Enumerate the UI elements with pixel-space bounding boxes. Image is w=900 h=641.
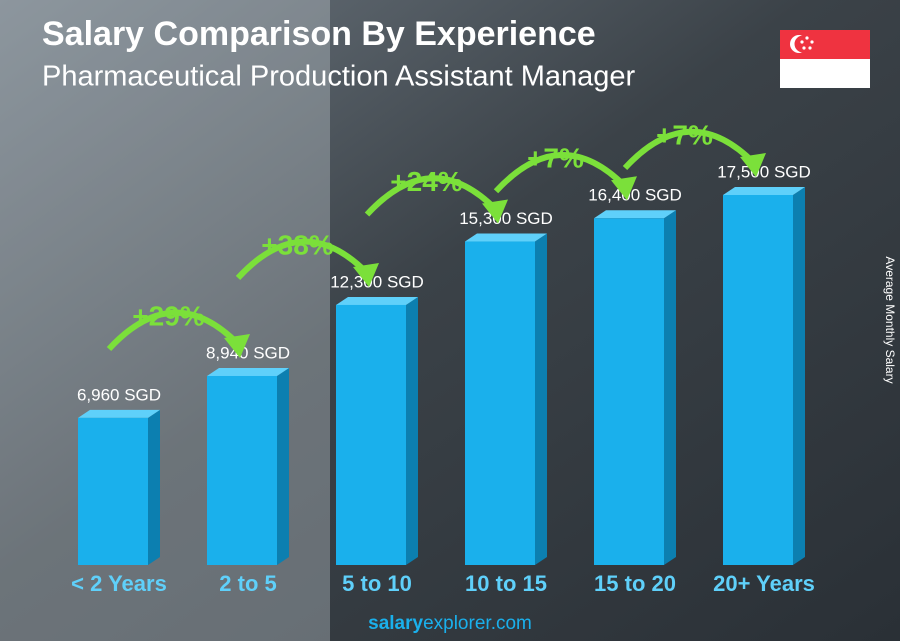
bar [594, 218, 664, 565]
flag [780, 30, 870, 88]
change-arrow [235, 238, 370, 280]
change-arrow [364, 175, 499, 217]
x-tick-label: 10 to 15 [465, 571, 547, 596]
x-tick-label: 5 to 10 [342, 571, 412, 596]
footer-brand2: explorer [423, 613, 492, 634]
bar-top [723, 187, 805, 195]
bar [723, 195, 793, 565]
value-label: 8,940 SGD [206, 343, 290, 362]
chart-title: Salary Comparison By Experience [42, 15, 596, 53]
change-label: +7% [527, 143, 584, 174]
bar-side [148, 409, 160, 565]
bar-side [664, 210, 676, 565]
bar-side [535, 233, 547, 565]
bar-top [336, 296, 418, 305]
chart-subtitle: Pharmaceutical Production Assistant Mana… [42, 61, 636, 93]
bar-top [78, 409, 160, 418]
bar [78, 417, 148, 565]
footer-brand: salary [368, 613, 423, 634]
footer: salaryexplorer.com [368, 613, 532, 634]
x-tick-label: 15 to 20 [594, 571, 676, 596]
value-label: 15,300 SGD [459, 209, 553, 228]
change-arrowhead [353, 262, 379, 287]
bar [465, 241, 535, 565]
x-tick-label: 2 to 5 [219, 571, 276, 596]
value-label: 12,300 SGD [330, 272, 424, 291]
bar-top [207, 367, 289, 376]
y-axis-label: Average Monthly Salary [883, 256, 897, 383]
change-arrow [493, 152, 628, 194]
change-label: +24% [390, 166, 462, 197]
change-arrowhead [740, 153, 766, 177]
bar-top [594, 210, 676, 219]
x-tick-label: 20+ Years [713, 571, 815, 596]
value-label: 6,960 SGD [77, 385, 161, 404]
value-label: 17,500 SGD [717, 162, 811, 181]
change-label: +38% [261, 229, 333, 260]
change-arrow [622, 128, 757, 171]
change-arrowhead [224, 333, 250, 358]
x-tick-label: < 2 Years [71, 571, 167, 596]
bar [336, 304, 406, 565]
change-label: +7% [656, 119, 713, 150]
change-arrowhead [482, 199, 508, 224]
bar [207, 375, 277, 565]
bar-side [406, 296, 418, 565]
value-label: 16,400 SGD [588, 186, 682, 205]
change-arrow [106, 309, 241, 352]
footer-domain: .com [491, 613, 532, 634]
change-arrowhead [611, 176, 637, 201]
bar-side [793, 187, 805, 565]
change-label: +29% [132, 300, 204, 331]
bar-side [277, 367, 289, 565]
bar-top [465, 233, 547, 242]
